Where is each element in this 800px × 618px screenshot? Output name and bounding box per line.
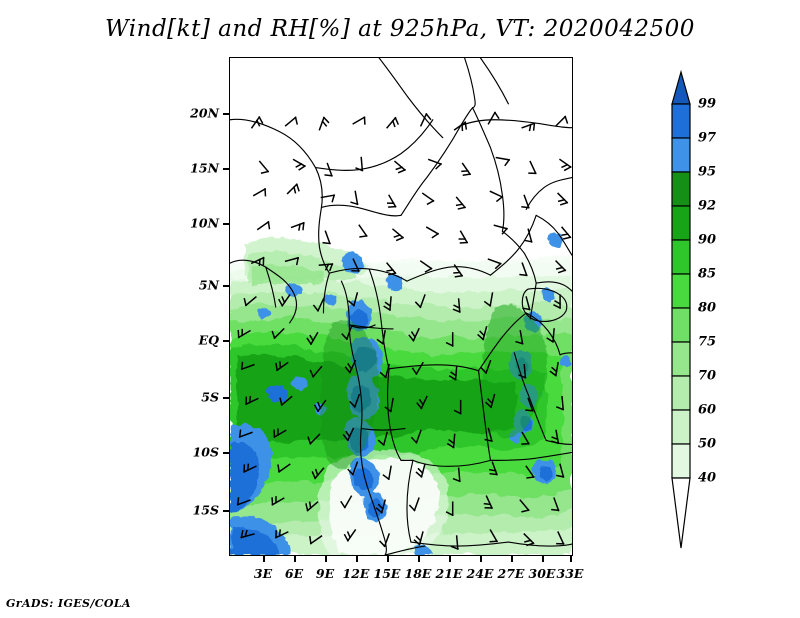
- colorbar-label-99: 99: [698, 96, 717, 112]
- xtick-2: [325, 556, 327, 562]
- xlabel-21E: 21E: [435, 566, 463, 581]
- xtick-0: [263, 556, 265, 562]
- ylabel-EQ: EQ: [198, 332, 219, 348]
- ylabel-5N: 5N: [198, 277, 219, 293]
- ytick-2: [223, 223, 229, 225]
- colorbar-label-95: 95: [698, 164, 717, 180]
- ytick-5: [223, 397, 229, 399]
- xtick-8: [511, 556, 513, 562]
- xlabel-6E: 6E: [284, 566, 304, 581]
- ytick-7: [223, 510, 229, 512]
- ylabel-15N: 15N: [190, 160, 219, 176]
- colorbar-label-50: 50: [698, 436, 717, 452]
- colorbar: 99 97 95 92 90 85 80 75 70 60 50 40: [668, 70, 716, 552]
- colorbar-label-92: 92: [698, 198, 717, 214]
- ylabel-20N: 20N: [190, 105, 219, 121]
- xtick-3: [356, 556, 358, 562]
- ytick-1: [223, 168, 229, 170]
- colorbar-label-60: 60: [698, 402, 717, 418]
- xtick-9: [542, 556, 544, 562]
- xlabel-30E: 30E: [528, 566, 556, 581]
- xlabel-9E: 9E: [315, 566, 335, 581]
- ytick-4: [223, 340, 229, 342]
- ylabel-10N: 10N: [190, 215, 219, 231]
- xlabel-3E: 3E: [253, 566, 273, 581]
- xtick-10: [570, 556, 572, 562]
- xtick-5: [418, 556, 420, 562]
- colorbar-label-80: 80: [698, 300, 717, 316]
- colorbar-label-85: 85: [698, 266, 717, 282]
- xtick-1: [294, 556, 296, 562]
- colorbar-label-75: 75: [698, 334, 717, 350]
- colorbar-label-40: 40: [698, 470, 717, 486]
- grads-credit: GrADS: IGES/COLA: [6, 597, 131, 610]
- xlabel-33E: 33E: [556, 566, 584, 581]
- map-plot-area: [229, 57, 573, 556]
- colorbar-label-90: 90: [698, 232, 717, 248]
- ylabel-15S: 15S: [192, 502, 219, 518]
- ytick-0: [223, 113, 229, 115]
- chart-title: Wind[kt] and RH[%] at 925hPa, VT: 202004…: [105, 16, 695, 42]
- xlabel-27E: 27E: [497, 566, 525, 581]
- ylabel-10S: 10S: [192, 444, 219, 460]
- xlabel-18E: 18E: [404, 566, 432, 581]
- colorbar-label-97: 97: [698, 130, 717, 146]
- colorbar-label-70: 70: [698, 368, 717, 384]
- xlabel-24E: 24E: [466, 566, 494, 581]
- rh-wind-map: [230, 58, 572, 555]
- xtick-6: [449, 556, 451, 562]
- xlabel-12E: 12E: [342, 566, 370, 581]
- xtick-4: [387, 556, 389, 562]
- xlabel-15E: 15E: [373, 566, 401, 581]
- colorbar-swatches: [671, 70, 691, 549]
- ylabel-5S: 5S: [201, 389, 219, 405]
- xtick-7: [480, 556, 482, 562]
- ytick-3: [223, 285, 229, 287]
- ytick-6: [223, 452, 229, 454]
